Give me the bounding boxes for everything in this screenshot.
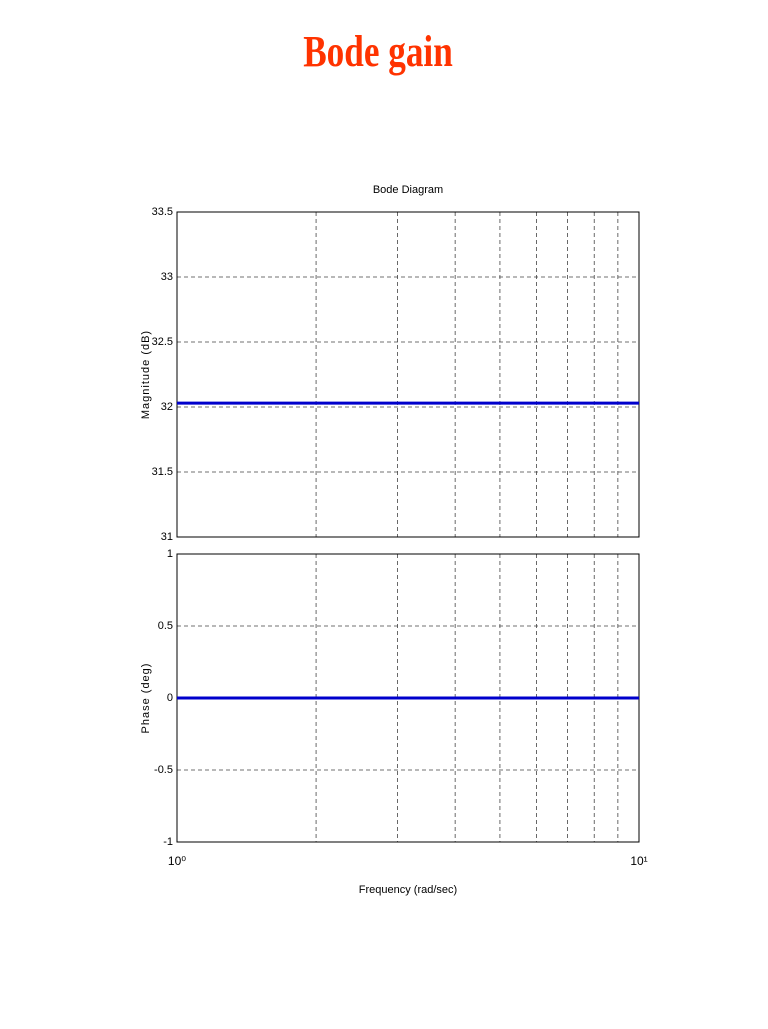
x-tick-label: 10⁰ [168,854,186,868]
y-axis-label: Phase (deg) [140,663,152,734]
y-tick-label: 33.5 [152,206,173,218]
y-tick-label: -1 [163,836,173,848]
chart-title: Bode Diagram [373,184,443,196]
y-tick-label: 1 [167,548,173,560]
slide-title: Bode gain [303,26,453,76]
y-tick-label: 31.5 [152,466,173,478]
y-tick-label: 31 [161,531,173,543]
y-tick-label: 33 [161,271,173,283]
y-tick-label: -0.5 [154,764,173,776]
plot-frame [176,211,640,538]
y-axis-label: Magnitude (dB) [140,330,152,419]
x-tick-label: 10¹ [630,854,647,868]
y-tick-label: 32 [161,401,173,413]
y-tick-label: 32.5 [152,336,173,348]
x-axis-label: Frequency (rad/sec) [359,884,457,896]
y-tick-label: 0.5 [158,620,173,632]
y-tick-label: 0 [167,692,173,704]
